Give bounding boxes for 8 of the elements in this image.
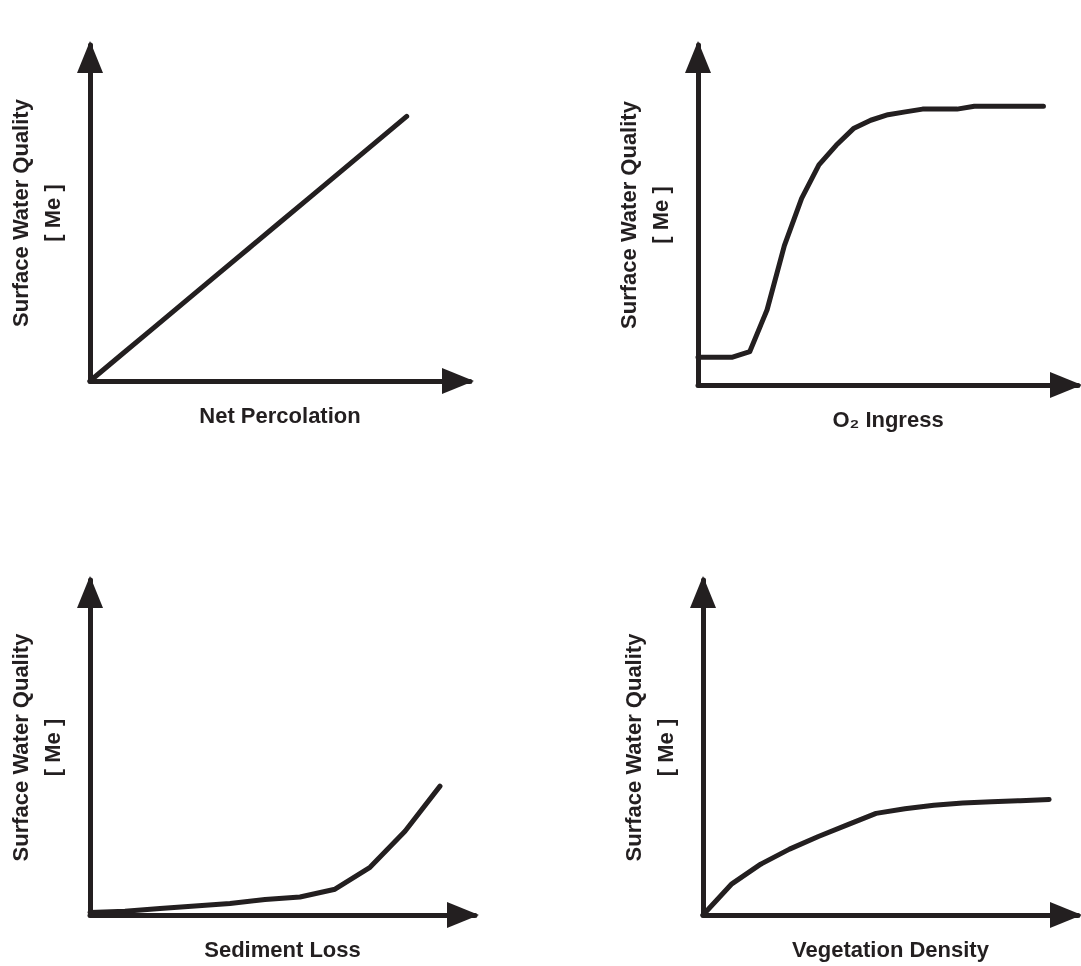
y-axis-title: Surface Water Quality [ Me ] xyxy=(7,632,65,862)
x-axis-title: Vegetation Density xyxy=(792,936,990,962)
x-axis-title: O₂ Ingress xyxy=(832,406,944,432)
x-axis-title: Net Percolation xyxy=(199,402,361,428)
y-axis-title: Surface Water Quality [ Me ] xyxy=(615,100,673,329)
y-axis-title: Surface Water Quality [ Me ] xyxy=(7,98,65,327)
x-axis-title: Sediment Loss xyxy=(204,936,361,962)
y-axis-title: Surface Water Quality [ Me ] xyxy=(620,632,678,862)
